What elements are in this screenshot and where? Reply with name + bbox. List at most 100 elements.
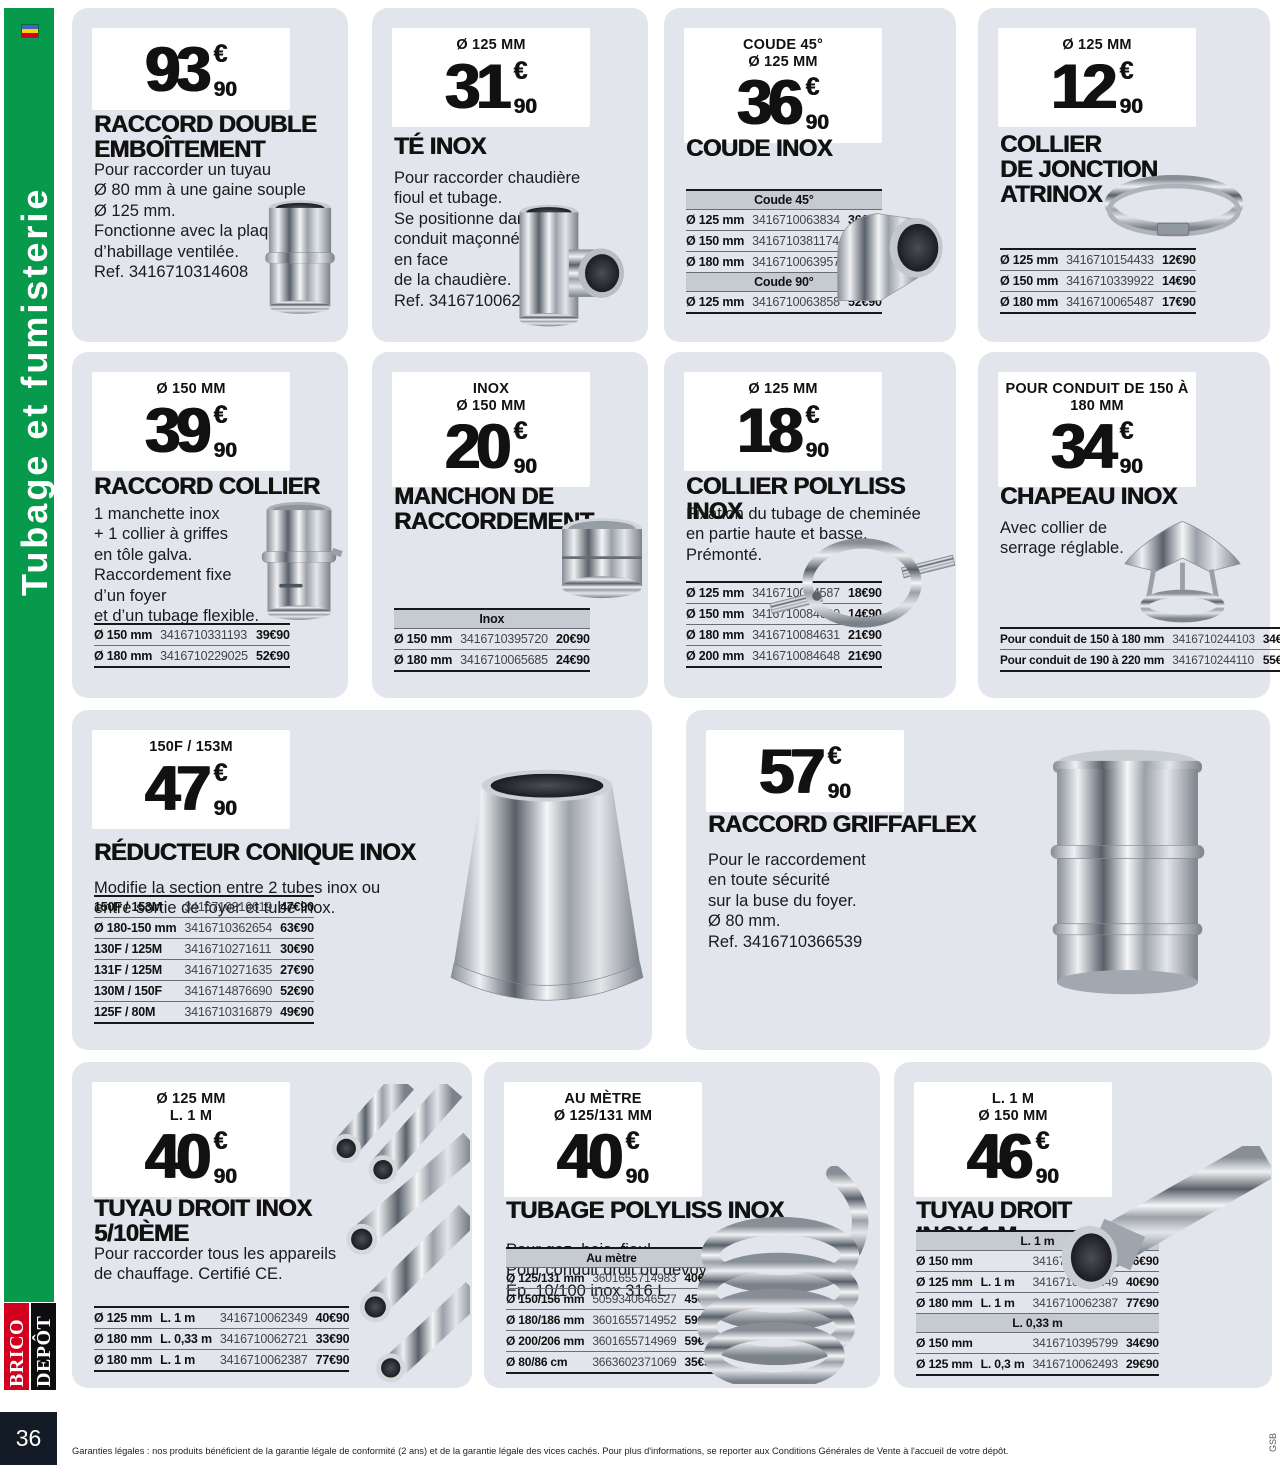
product-title: MANCHON DE RACCORDEMENT [394, 483, 594, 536]
euro-sign: € [625, 1127, 640, 1156]
product-card-raccord-double-emboitement: 93 €90 RACCORD DOUBLE EMBOÎTEMENT Pour r… [72, 8, 348, 342]
price-kicker: Ø 125 MM L. 1 M [156, 1091, 226, 1124]
logo-depot-strip: DEPÔT [31, 1303, 56, 1390]
product-card-coude-inox: COUDE 45° Ø 125 MM 36 €90 COUDE INOX Cou… [664, 8, 956, 342]
table-row: Ø 125/131 mm 3601655714983 40€90 [506, 1267, 717, 1289]
table-row: Coude 90° [686, 272, 882, 292]
price-box: POUR CONDUIT DE 150 À 180 MM 34 €90 [998, 372, 1196, 488]
product-title: COLLIER DE JONCTION ATRINOX [1000, 131, 1158, 209]
table-row: Ø 180 mm 3416710229025 52€90 [94, 645, 290, 668]
product-card-chapeau-inox: POUR CONDUIT DE 150 À 180 MM 34 €90 CHAP… [978, 352, 1280, 698]
price-kicker: 150F / 153M [149, 739, 233, 755]
price: 18 €90 [737, 395, 829, 466]
table-row: Ø 150 mm 3416710395720 20€90 [394, 628, 590, 650]
table-row: Ø 150 mm 3416710395799 34€90 [916, 1332, 1159, 1354]
tee-fitting-photo [519, 204, 624, 327]
euro-sign: € [827, 742, 842, 770]
spec-table: Au mètre Ø 125/131 mm 3601655714983 40€90 Ø … [506, 1247, 717, 1374]
clamp-photo [769, 538, 956, 628]
price-box: L. 1 M Ø 150 MM 46 €90 [914, 1082, 1112, 1198]
edge-label: GSB [1268, 1432, 1278, 1452]
product-title: COLLIER POLYLISS INOX [686, 473, 905, 526]
price-box: AU MÈTRE Ø 125/131 MM 40 €90 [504, 1082, 702, 1198]
product-title: RACCORD DOUBLE EMBOÎTEMENT [94, 111, 317, 164]
spec-table: Pour conduit de 150 à 180 mm 341671024410… [1000, 627, 1280, 672]
table-row: Ø 125 mm 3416710154433 12€90 [1000, 248, 1196, 271]
price: 34 €90 [1051, 412, 1143, 483]
product-card-tubage-polyliss: AU MÈTRE Ø 125/131 MM 40 €90 TUBAGE POLY… [484, 1062, 880, 1388]
product-title: RÉDUCTEUR CONIQUE INOX [94, 839, 416, 866]
price: 40 €90 [145, 1122, 237, 1193]
price-box: Ø 125 MM 12 €90 [998, 28, 1196, 127]
table-row: 130M / 150F 3416714876690 52€90 [94, 980, 314, 1002]
table-row: Ø 125 mm341671006383436€90 [686, 209, 882, 231]
product-title: RACCORD COLLIER [94, 473, 320, 500]
table-row: 150F / 153M 3416710316619 47€90 [94, 895, 314, 918]
product-card-manchon: INOX Ø 150 MM 20 €90 MANCHON DE RACCORDE… [372, 352, 648, 698]
price-kicker: Ø 150 MM [156, 381, 226, 397]
elbow-photo [837, 213, 943, 301]
table-row: Ø 180 mm L. 1 m 3416710062387 77€90 [94, 1349, 350, 1372]
price-box: 93 €90 [92, 28, 290, 110]
product-card-raccord-griffaflex: 57 €90 RACCORD GRIFFAFLEX Pour le raccor… [686, 710, 1270, 1050]
table-row: Ø 80/86 cm 3663602371069 35€90 [506, 1351, 717, 1374]
product-card-raccord-collier: Ø 150 MM 39 €90 RACCORD COLLIER 1 manche… [72, 352, 348, 698]
table-row: Pour conduit de 190 à 220 mm 341671024411… [1000, 649, 1280, 672]
product-desc: Fixation du tubage de cheminée en partie… [686, 505, 921, 564]
cone-reducer-photo [450, 769, 644, 1001]
price: 46 €90 [967, 1122, 1059, 1193]
product-title: COUDE INOX [686, 135, 833, 162]
logo-brico-strip: BRICO [4, 1303, 29, 1390]
logo-depot-text: DEPÔT [33, 1315, 55, 1387]
spec-table: Ø 125 mm L. 1 m 3416710062349 40€90 Ø 180 mm… [94, 1306, 350, 1372]
table-row: Ø 200 mm 3416710084648 21€90 [686, 645, 882, 668]
table-row: Ø 180 mm L. 0,33 m 3416710062721 33€90 [94, 1328, 350, 1350]
collar-connector-photo [261, 502, 343, 620]
product-title: RACCORD GRIFFAFLEX [708, 811, 976, 838]
product-desc: 1 manchette inox + 1 collier à griffes e… [94, 505, 260, 626]
pipes-bundle-photo [331, 1084, 470, 1383]
price-box: Ø 125 MM L. 1 M 40 €90 [92, 1082, 290, 1198]
price: 20 €90 [445, 412, 537, 483]
price-kicker: COUDE 45° Ø 125 MM [742, 37, 824, 70]
euro-sign: € [213, 758, 228, 787]
table-row: Inox [394, 608, 590, 629]
table-row: Ø 150/156 mm 5059340646527 45€90 [506, 1288, 717, 1310]
euro-sign: € [805, 73, 820, 102]
table-row: Pour conduit de 150 à 180 mm 341671024410… [1000, 627, 1280, 650]
table-row: Ø 125 mm L. 0,3 m 3416710062493 29€90 [916, 1353, 1159, 1376]
product-desc: Pour le raccordement en toute sécurité s… [708, 851, 866, 951]
price-kicker: Ø 125 MM [1062, 37, 1132, 53]
spec-table: 150F / 153M 3416710316619 47€90 Ø 180-150 m… [94, 895, 314, 1024]
table-row: Ø 180 mm 3416710065487 17€90 [1000, 291, 1196, 314]
table-row: Ø 180 mm 3416710084631 21€90 [686, 624, 882, 646]
euro-sign: € [213, 1127, 228, 1156]
price: 39 €90 [145, 395, 237, 466]
product-title: TUYAU DROIT INOX 5/10ÈME [94, 1195, 312, 1248]
product-card-collier-jonction-atrinox: Ø 125 MM 12 €90 COLLIER DE JONCTION ATRI… [978, 8, 1270, 342]
price: 12 €90 [1051, 51, 1143, 122]
product-title: TÉ INOX [394, 133, 486, 160]
category-sidebar: Tubage et fumisterie [4, 8, 55, 1302]
price-box: Ø 125 MM 18 €90 [684, 372, 882, 471]
price-box: INOX Ø 150 MM 20 €90 [392, 372, 590, 488]
price-kicker: POUR CONDUIT DE 150 À 180 MM [1005, 381, 1189, 414]
price: 57 €90 [759, 737, 851, 807]
product-title: CHAPEAU INOX [1000, 483, 1177, 510]
euro-sign: € [513, 417, 528, 446]
spec-table: Ø 150 mm 3416710331193 39€90 Ø 180 mm 341671… [94, 623, 290, 668]
spec-table: Inox Ø 150 mm 3416710395720 20€90 Ø 180 mm 34… [394, 608, 590, 672]
product-desc: Pour raccorder tous les appareils de cha… [94, 1245, 337, 1284]
straight-pipe-photo [1061, 1146, 1271, 1290]
barrel-connector-photo [1050, 749, 1205, 995]
product-card-tuyau-droit-1m: L. 1 M Ø 150 MM 46 €90 TUYAU DROIT INOX … [894, 1062, 1272, 1388]
price-kicker: Ø 125 MM [456, 37, 526, 53]
euro-sign: € [805, 400, 820, 429]
sleeve-photo [562, 518, 642, 599]
price-box: Ø 150 MM 39 €90 [92, 372, 290, 471]
logo-brico-text: BRICO [6, 1318, 28, 1387]
price-box: Ø 125 MM 31 €90 [392, 28, 590, 127]
connector-photo [265, 200, 335, 314]
table-row: L. 0,33 m [916, 1313, 1159, 1333]
